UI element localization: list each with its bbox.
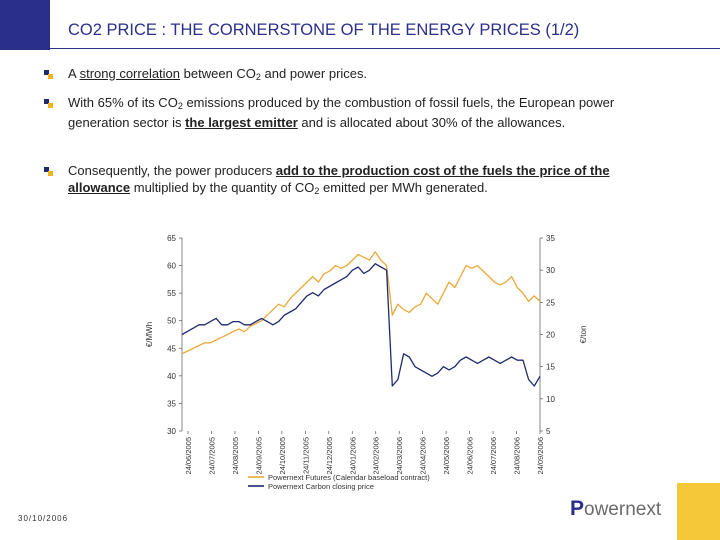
left-tick-label: 35 bbox=[167, 399, 176, 408]
series-line-futures bbox=[181, 251, 541, 355]
x-tick-label: 24/04/2006 bbox=[419, 437, 428, 475]
x-tick-label: 24/06/2005 bbox=[184, 437, 193, 475]
right-tick-label: 25 bbox=[546, 298, 555, 307]
left-tick-label: 60 bbox=[167, 262, 176, 271]
x-tick-label: 24/09/2006 bbox=[536, 437, 545, 475]
right-tick-label: 20 bbox=[546, 331, 555, 340]
left-tick-label: 45 bbox=[167, 344, 176, 353]
x-tick-label: 24/11/2005 bbox=[301, 437, 310, 474]
x-tick-label: 24/09/2005 bbox=[254, 437, 263, 475]
bullet-text-2: With 65% of its CO2 emissions produced b… bbox=[68, 95, 615, 130]
bullet-text-3: Consequently, the power producers add to… bbox=[68, 163, 610, 196]
price-chart: 65 60 55 50 45 40 35 30 35 30 25 20 15 10 5 €/MWh €/ton 2… bbox=[145, 234, 588, 491]
x-tick-label: 24/10/2005 bbox=[278, 437, 287, 475]
x-tick-label: 24/05/2006 bbox=[442, 437, 451, 475]
brand-corner-block-bottom bbox=[677, 483, 720, 540]
right-tick-label: 15 bbox=[546, 363, 555, 372]
x-tick-label: 24/02/2006 bbox=[372, 437, 381, 475]
right-tick-label: 35 bbox=[546, 234, 555, 243]
bullet-icon bbox=[44, 99, 53, 108]
slide-title: CO2 PRICE : THE CORNERSTONE OF THE ENERG… bbox=[68, 21, 580, 39]
right-tick-label: 10 bbox=[546, 395, 555, 404]
x-tick-label: 24/08/2005 bbox=[231, 437, 240, 475]
right-tick-label: 5 bbox=[546, 427, 551, 436]
left-tick-label: 65 bbox=[167, 234, 176, 243]
x-tick-label: 24/08/2006 bbox=[513, 437, 522, 475]
footer-date: 30/10/2006 bbox=[18, 514, 69, 523]
y-axis-label-right: €/ton bbox=[579, 326, 588, 344]
bullet-text-1: A strong correlation between CO2 and pow… bbox=[68, 66, 368, 82]
x-tick-label: 24/06/2006 bbox=[466, 437, 475, 475]
legend-label: Powernext Carbon closing price bbox=[268, 482, 374, 491]
y-axis-label-left: €/MWh bbox=[145, 322, 154, 347]
brand-corner-block bbox=[0, 0, 50, 50]
x-tick-label: 24/12/2005 bbox=[325, 437, 334, 475]
right-tick-label: 30 bbox=[546, 266, 555, 275]
legend-label: Powernext Futures (Calendar baseload con… bbox=[268, 473, 430, 482]
left-tick-label: 50 bbox=[167, 317, 176, 326]
bullet-icon bbox=[44, 167, 53, 176]
title-underline bbox=[50, 48, 720, 49]
x-tick-label: 24/07/2006 bbox=[489, 437, 498, 475]
x-tick-label: 24/01/2006 bbox=[348, 437, 357, 475]
x-tick-label: 24/03/2006 bbox=[395, 437, 404, 475]
left-tick-label: 55 bbox=[167, 289, 176, 298]
powernext-logo: Powernext bbox=[570, 497, 662, 520]
series-line-carbon bbox=[181, 263, 541, 387]
left-tick-label: 40 bbox=[167, 372, 176, 381]
left-tick-label: 30 bbox=[167, 427, 176, 436]
bullet-icon bbox=[44, 70, 53, 79]
x-tick-label: 24/07/2005 bbox=[207, 437, 216, 475]
